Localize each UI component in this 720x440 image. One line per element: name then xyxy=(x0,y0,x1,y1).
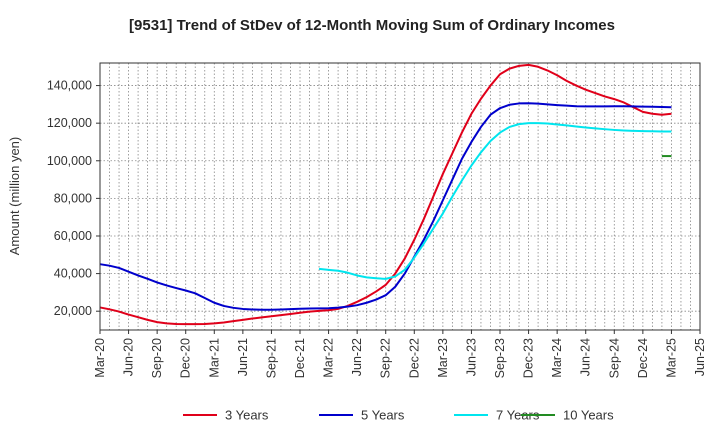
legend-label: 5 Years xyxy=(361,408,405,423)
x-tick-label: Sep-21 xyxy=(264,338,278,378)
y-tick-label: 60,000 xyxy=(54,229,92,243)
chart-title: [9531] Trend of StDev of 12-Month Moving… xyxy=(129,17,615,34)
x-tick-label: Mar-24 xyxy=(550,338,564,378)
y-tick-labels: 20,000 40,000 60,000 80,000 100,000 120,000 14… xyxy=(47,79,100,318)
x-tick-label: Sep-20 xyxy=(150,338,164,378)
y-tick-label: 120,000 xyxy=(47,116,92,130)
y-tick-label: 40,000 xyxy=(54,267,92,281)
x-tick-label: Mar-20 xyxy=(93,338,107,378)
x-tick-label: Mar-25 xyxy=(664,338,678,378)
legend-label: 7 Years xyxy=(496,408,540,423)
x-tick-label: Sep-24 xyxy=(607,338,621,378)
x-tick-label: Dec-23 xyxy=(522,338,536,378)
x-tick-label: Jun-22 xyxy=(350,338,364,376)
series-line-3-years xyxy=(99,63,672,326)
x-tick-label: Jun-24 xyxy=(579,338,593,376)
legend-label: 10 Years xyxy=(563,408,614,423)
x-tick-label: Jun-25 xyxy=(693,338,707,376)
y-tick-label: 140,000 xyxy=(47,79,92,93)
series-line-7-years xyxy=(318,122,672,280)
x-tick-label: Dec-21 xyxy=(293,338,307,378)
y-tick-label: 20,000 xyxy=(54,304,92,318)
x-tick-label: Mar-21 xyxy=(207,338,221,378)
x-tick-label: Mar-22 xyxy=(322,338,336,378)
x-tick-label: Dec-22 xyxy=(407,338,421,378)
x-tick-label: Jun-21 xyxy=(236,338,250,376)
x-tick-label: Jun-20 xyxy=(122,338,136,376)
plot-area xyxy=(100,63,700,330)
x-tick-label: Jun-23 xyxy=(464,338,478,376)
grid xyxy=(100,63,700,330)
series-line-5-years xyxy=(99,102,672,311)
x-tick-label: Dec-24 xyxy=(636,338,650,378)
legend: 3 Years 5 Years 7 Years 10 Years xyxy=(183,408,614,423)
plot-frame xyxy=(99,62,701,331)
y-axis-label: Amount (million yen) xyxy=(7,137,22,256)
y-tick-label: 80,000 xyxy=(54,191,92,205)
x-tick-label: Sep-22 xyxy=(379,338,393,378)
y-tick-label: 100,000 xyxy=(47,154,92,168)
x-tick-labels: Mar-20 Jun-20 Sep-20 Dec-20 Mar-21 Jun-21 Sep-… xyxy=(93,330,707,378)
x-tick-label: Dec-20 xyxy=(179,338,193,378)
legend-label: 3 Years xyxy=(225,408,269,423)
series-lines xyxy=(99,63,672,326)
x-tick-label: Sep-23 xyxy=(493,338,507,378)
x-tick-label: Mar-23 xyxy=(436,338,450,378)
